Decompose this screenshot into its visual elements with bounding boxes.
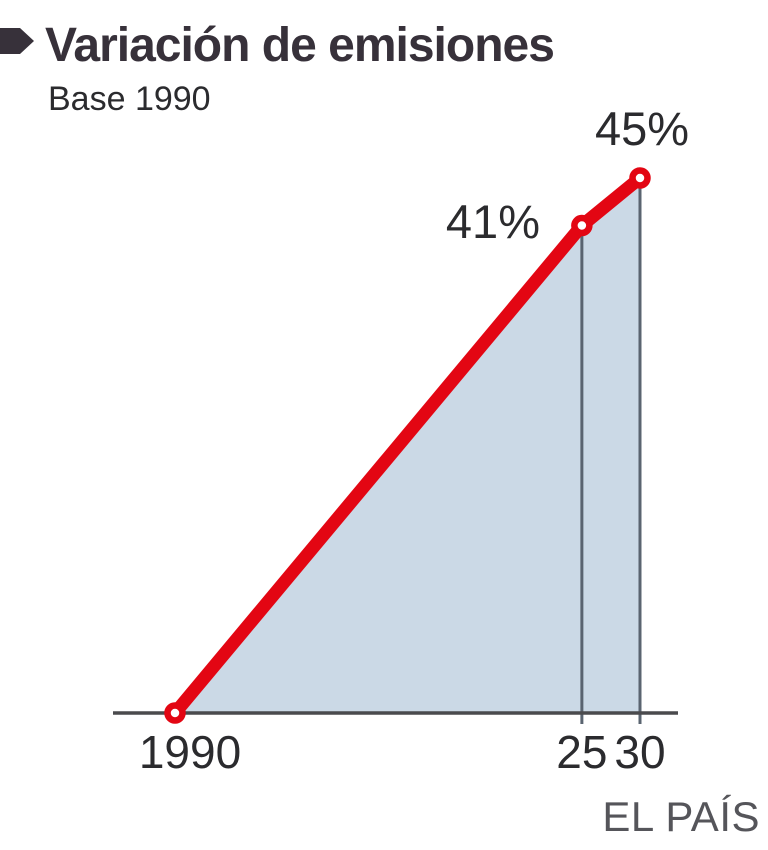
data-label-45: 45%	[594, 102, 690, 155]
data-point-markers	[164, 167, 651, 724]
bullet-arrow-icon	[0, 28, 34, 54]
bullet-arrow-shape	[0, 28, 34, 54]
data-point-marker	[629, 167, 651, 189]
x-tick-label: 25	[556, 726, 608, 778]
data-point-marker	[164, 702, 186, 724]
source-credit: EL PAÍS	[602, 793, 760, 840]
page-title: Variación de emisiones	[45, 19, 555, 72]
x-tick-label: 1990	[138, 726, 242, 778]
x-tick-label: 30	[614, 726, 666, 778]
guide-lines	[580, 178, 642, 724]
chart-subtitle: Base 1990	[48, 80, 211, 118]
data-point-marker	[571, 214, 593, 237]
data-label-41: 41%	[445, 195, 540, 248]
